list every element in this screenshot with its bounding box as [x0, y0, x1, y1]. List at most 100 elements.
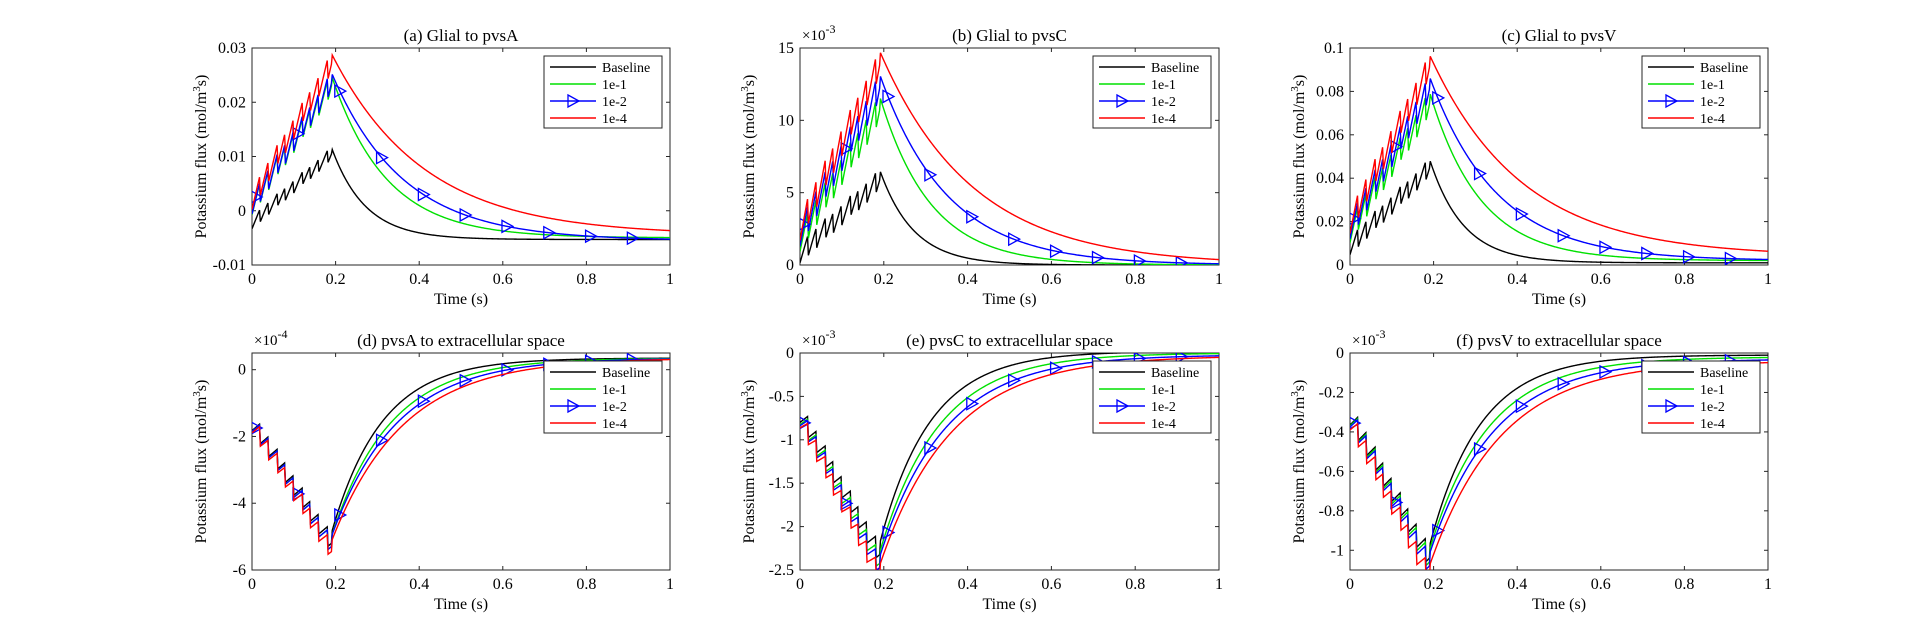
series-marker	[1350, 212, 1362, 226]
y-tick-label: 0.01	[218, 149, 246, 166]
series-line-Baseline	[252, 146, 670, 241]
series-marker	[252, 190, 264, 204]
subplot-title: (a) Glial to pvsA	[404, 26, 519, 45]
series-marker	[966, 209, 980, 224]
x-tick-label: 0	[796, 271, 804, 288]
legend-label: 1e-1	[1700, 78, 1725, 93]
y-axis-label: Potassium flux (mol/m3s)	[1289, 380, 1308, 544]
y-tick-label: -0.01	[213, 257, 246, 274]
series-marker	[1049, 361, 1063, 376]
y-tick-label: -0.2	[1319, 384, 1344, 401]
x-tick-label: 0.2	[1424, 271, 1444, 288]
x-tick-label: 1	[666, 271, 674, 288]
series-marker	[417, 394, 431, 409]
series-marker	[375, 150, 389, 165]
y-tick-label: 5	[786, 185, 794, 202]
x-tick-label: 0.6	[493, 576, 513, 593]
series-marker	[417, 187, 431, 202]
y-tick-label: 0.04	[1316, 170, 1344, 187]
series-marker	[1599, 364, 1613, 380]
series-marker	[1473, 166, 1487, 181]
axis-exponent: ×10-4	[254, 327, 287, 349]
series-line-Baseline	[1350, 354, 1768, 564]
series-line-1e-2	[800, 76, 1219, 265]
legend-label: Baseline	[1151, 366, 1199, 381]
series-marker	[1557, 228, 1571, 243]
y-tick-label: -6	[233, 562, 246, 579]
x-tick-label: 0.8	[576, 271, 596, 288]
y-axis-label: Potassium flux (mol/m3s)	[1289, 75, 1308, 239]
y-tick-label: 0	[1336, 257, 1344, 274]
subplot-4: (d) pvsA to extracellular space 0 0.2 0.4 0.…	[191, 327, 674, 613]
legend: Baseline 1e-1 1e-2 1e-4	[543, 55, 663, 129]
series-line-1e-4	[252, 52, 670, 232]
series-marker	[1515, 206, 1529, 222]
axis-exponent: ×10-3	[802, 327, 835, 349]
x-tick-label: 0.4	[409, 576, 429, 593]
y-tick-label: 0.06	[1316, 127, 1344, 144]
x-axis-label: Time (s)	[1532, 596, 1586, 613]
series-marker	[1557, 376, 1571, 391]
y-tick-label: -2	[781, 519, 794, 536]
legend-label: Baseline	[602, 366, 650, 381]
series-line-Baseline	[1350, 161, 1768, 264]
y-tick-label: -2.5	[769, 562, 794, 579]
series-marker	[882, 89, 896, 104]
series-group	[1350, 56, 1768, 265]
y-tick-label: -1	[1331, 542, 1344, 559]
legend-marker	[567, 93, 581, 109]
x-tick-label: 0.6	[1041, 576, 1061, 593]
x-axis-label: Time (s)	[982, 291, 1036, 308]
legend-label: 1e-4	[1700, 417, 1725, 432]
y-tick-label: 0.08	[1316, 83, 1344, 100]
x-tick-label: 0.8	[576, 576, 596, 593]
series-marker	[1682, 249, 1696, 264]
x-tick-label: 1	[1215, 271, 1223, 288]
series-line-1e-2	[252, 74, 670, 240]
series-marker	[924, 440, 938, 456]
legend-label: Baseline	[1151, 61, 1199, 76]
series-line-Baseline	[252, 357, 670, 548]
x-tick-label: 0.8	[1125, 271, 1145, 288]
y-tick-label: -2	[233, 428, 246, 445]
x-tick-label: 0	[248, 576, 256, 593]
subplot-title: (f) pvsV to extracellular space	[1456, 331, 1662, 350]
series-marker	[459, 373, 473, 388]
series-marker	[1432, 523, 1446, 538]
y-tick-label: 15	[778, 40, 794, 57]
x-axis-label: Time (s)	[982, 596, 1036, 613]
y-axis-label: Potassium flux (mol/m3s)	[191, 380, 210, 544]
series-marker	[334, 507, 348, 523]
legend-label: Baseline	[1700, 366, 1748, 381]
legend: Baseline 1e-1 1e-2 1e-4	[1641, 360, 1761, 434]
x-tick-label: 0.8	[1674, 576, 1694, 593]
y-tick-label: 0	[238, 203, 246, 220]
legend-label: Baseline	[602, 61, 650, 76]
y-tick-label: 0.03	[218, 40, 246, 57]
series-marker	[1515, 399, 1529, 414]
x-axis-label: Time (s)	[434, 596, 488, 613]
y-axis-label: Potassium flux (mol/m3s)	[739, 380, 758, 544]
legend-label: 1e-2	[602, 400, 627, 415]
y-tick-label: 0	[786, 345, 794, 362]
legend-marker	[567, 398, 581, 414]
series-line-1e-2	[1350, 78, 1768, 261]
series-line-1e-4	[1350, 56, 1768, 252]
series-marker	[1432, 90, 1446, 105]
legend-box	[1092, 55, 1212, 129]
series-marker	[459, 207, 473, 223]
y-tick-label: 0	[238, 362, 246, 379]
series-line-1e-4	[800, 356, 1219, 570]
axis-exponent: ×10-3	[1352, 327, 1385, 349]
x-axis-label: Time (s)	[434, 291, 488, 308]
subplot-title: (c) Glial to pvsV	[1502, 26, 1617, 45]
series-marker	[1008, 373, 1022, 388]
y-tick-label: -0.8	[1319, 503, 1344, 520]
y-tick-label: 10	[778, 112, 794, 129]
x-tick-label: 0	[1346, 576, 1354, 593]
legend-label: 1e-4	[1151, 112, 1176, 127]
legend-label: 1e-1	[602, 78, 627, 93]
y-tick-label: -0.5	[769, 388, 794, 405]
subplot-title: (e) pvsC to extracellular space	[906, 331, 1113, 350]
